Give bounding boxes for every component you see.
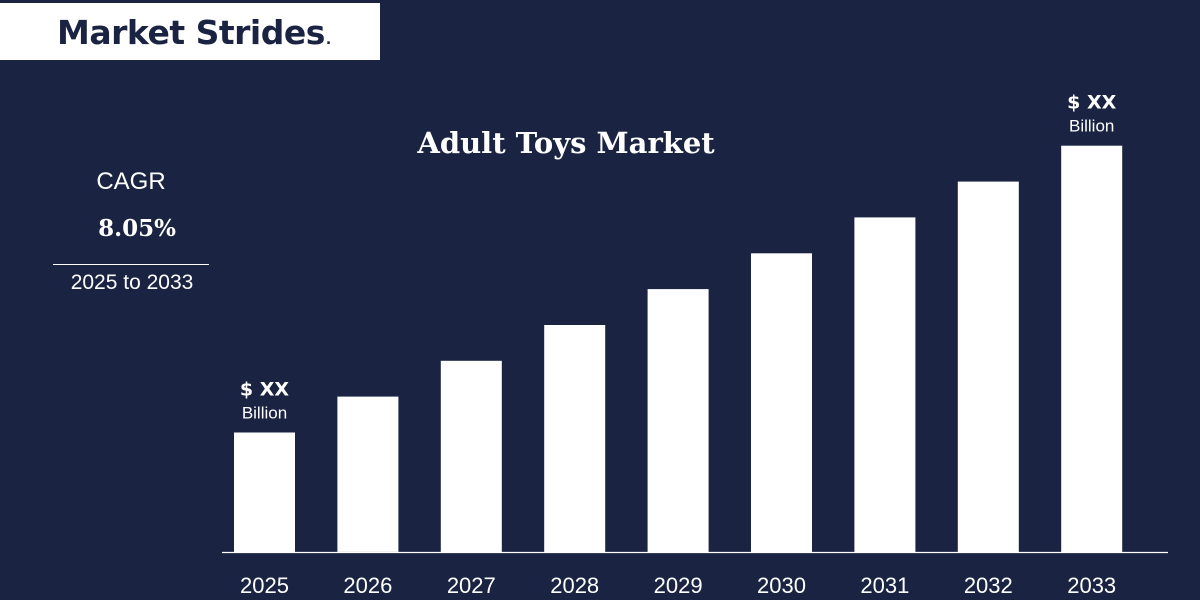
bar-2028	[544, 325, 606, 552]
bar-2031	[854, 217, 916, 552]
x-tick-label: 2028	[550, 573, 599, 598]
bar-2029	[647, 289, 709, 552]
brand-name: Market Strides	[57, 13, 325, 52]
x-tick-label: 2030	[757, 573, 806, 598]
bar-2026	[337, 396, 399, 552]
x-tick-label: 2026	[343, 573, 392, 598]
data-label-unit: Billion	[1069, 117, 1114, 136]
data-label-value: $ XX	[1067, 92, 1116, 114]
x-tick-label: 2025	[240, 573, 289, 598]
data-label-value: $ XX	[240, 379, 289, 401]
x-tick-label: 2033	[1067, 573, 1116, 598]
bar-2027	[440, 360, 502, 552]
bar-2032	[957, 181, 1019, 552]
chart-title: Adult Toys Market	[417, 126, 715, 160]
bar-2030	[751, 253, 812, 553]
bar-2025	[234, 432, 295, 552]
x-tick-label: 2031	[860, 573, 909, 598]
cagr-divider	[53, 264, 209, 265]
cagr-label: CAGR	[96, 168, 166, 195]
cagr-range: 2025 to 2033	[70, 271, 194, 294]
x-tick-label: 2032	[964, 573, 1013, 598]
x-tick-label: 2029	[654, 573, 703, 598]
brand-logo-box: Market Strides.	[0, 3, 380, 60]
x-tick-label: 2027	[447, 573, 496, 598]
brand-mark: .	[325, 32, 331, 48]
bar-2033	[1061, 145, 1123, 552]
cagr-value: 8.05%	[98, 215, 176, 242]
brand-logo: Market Strides.	[57, 13, 331, 52]
data-label-unit: Billion	[242, 404, 287, 423]
